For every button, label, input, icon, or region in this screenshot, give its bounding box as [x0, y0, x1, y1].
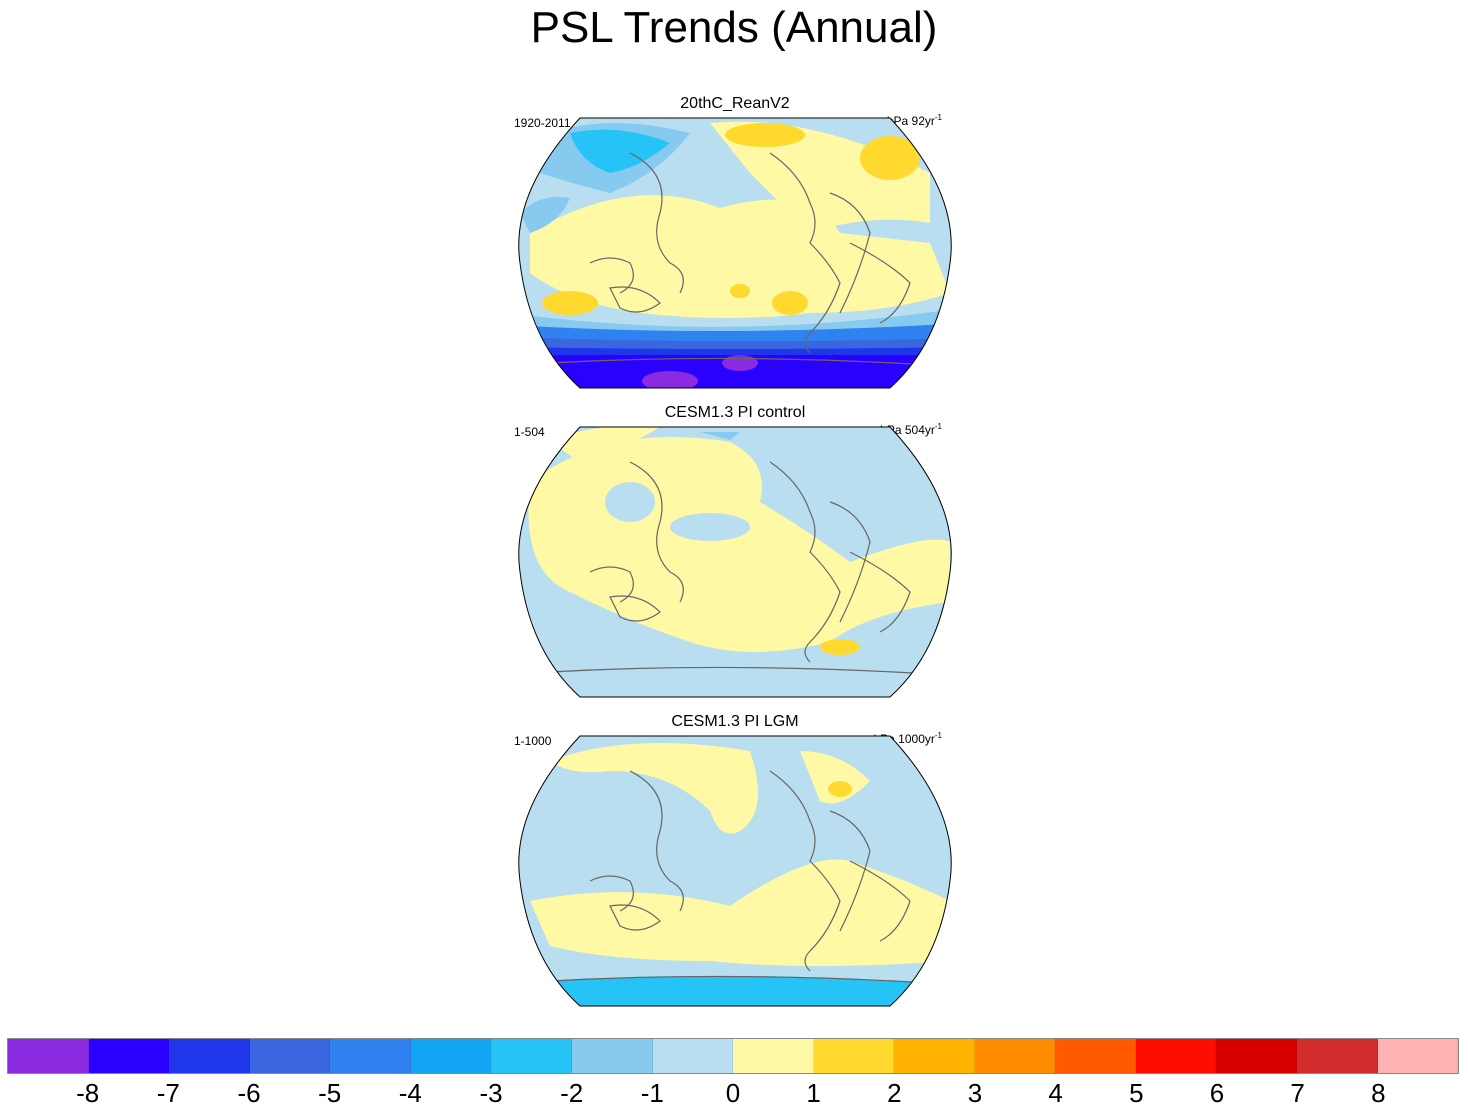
colorbar-box	[88, 1039, 170, 1073]
colorbar-label: -8	[76, 1078, 100, 1108]
colorbar-box	[410, 1039, 492, 1073]
colorbar-label: 0	[725, 1078, 741, 1108]
world-map	[518, 735, 952, 1007]
colorbar-label: 4	[1048, 1078, 1063, 1108]
colorbar-box	[249, 1039, 331, 1073]
colorbar-label: -2	[560, 1078, 584, 1108]
colorbar-box	[169, 1039, 250, 1073]
colorbar-label: -4	[398, 1078, 422, 1108]
colorbar-box	[1216, 1039, 1297, 1073]
colorbar-box	[1055, 1039, 1136, 1073]
colorbar-box	[571, 1039, 653, 1073]
colorbar-box	[813, 1039, 895, 1073]
colorbar-box	[1377, 1039, 1459, 1073]
panel-title: 20thC_ReanV2	[680, 95, 790, 112]
world-map	[518, 426, 952, 698]
colorbar-box	[1297, 1039, 1378, 1073]
map-panel-cesm-pi-control: CESM1.3 PI control 1-504 hPa 504yr-1	[510, 404, 960, 704]
colorbar-label: -5	[318, 1078, 342, 1108]
map-panel-20thc-reanv2: 20thC_ReanV2 1920-2011 hPa 92yr-1	[510, 95, 960, 395]
colorbar-label: 6	[1209, 1078, 1225, 1108]
panel-units: hPa 92yr-1	[886, 113, 942, 128]
colorbar-label: -7	[156, 1078, 180, 1108]
map-panel-cesm-pi-lgm: CESM1.3 PI LGM 1-1000 hPa 1000yr-1	[510, 713, 960, 1013]
panel-period: 1-1000	[514, 734, 552, 748]
colorbar-box	[491, 1039, 572, 1073]
colorbar-box	[894, 1039, 975, 1073]
colorbar-label: -1	[640, 1078, 664, 1108]
colorbar-box	[652, 1039, 734, 1073]
colorbar-label: 5	[1129, 1078, 1144, 1108]
colorbar-labels: -8 -7 -6 -5 -4 -3 -2 -1 0 1 2 3 4 5 6 7 8	[0, 1078, 1468, 1110]
colorbar-box	[733, 1039, 814, 1073]
panel-period: 1-504	[514, 425, 545, 439]
colorbar-box	[1135, 1039, 1217, 1073]
colorbar-box	[8, 1039, 89, 1073]
colorbar-box	[974, 1039, 1056, 1073]
panel-title: CESM1.3 PI LGM	[671, 713, 799, 730]
colorbar-box	[330, 1039, 411, 1073]
colorbar	[7, 1038, 1459, 1074]
colorbar-label: 8	[1371, 1078, 1386, 1108]
colorbar-label: -3	[479, 1078, 503, 1108]
colorbar-label: 3	[967, 1078, 983, 1108]
panel-period: 1920-2011	[514, 116, 571, 130]
world-map	[518, 117, 952, 389]
figure-title: PSL Trends (Annual)	[530, 3, 938, 52]
colorbar-label: 1	[806, 1078, 821, 1108]
colorbar-label: 2	[887, 1078, 902, 1108]
panel-title: CESM1.3 PI control	[664, 404, 806, 421]
colorbar-label: 7	[1290, 1078, 1305, 1108]
colorbar-label: -6	[237, 1078, 261, 1108]
